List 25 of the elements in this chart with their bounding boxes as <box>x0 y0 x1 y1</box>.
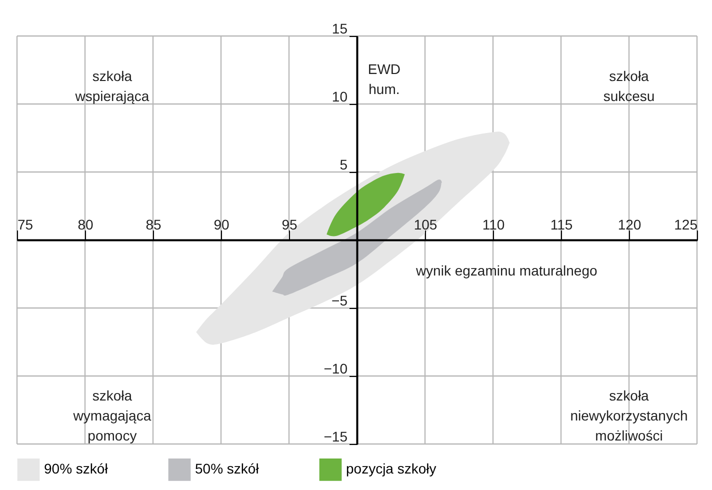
x-axis-title: wynik egzaminu maturalnego <box>414 262 598 278</box>
y-tick-label: −5 <box>332 292 348 308</box>
legend-label: 50% szkół <box>195 460 260 477</box>
x-tick-label: 90 <box>214 216 230 232</box>
x-tick-label: 80 <box>78 216 94 232</box>
x-tick-label: 120 <box>618 216 642 232</box>
x-tick-label: 115 <box>550 216 573 232</box>
y-tick-label: 5 <box>340 156 348 172</box>
y-axis-title: EWD hum. <box>368 61 401 97</box>
annotation: szkoła wspierająca <box>74 68 150 104</box>
y-tick-label: 10 <box>332 88 348 104</box>
annotation: szkoła niewykorzystanych możliwości <box>570 387 688 444</box>
legend-label: pozycja szkoły <box>346 460 436 477</box>
annotation: szkoła sukcesu <box>603 68 655 104</box>
x-tick-label: 105 <box>414 216 438 232</box>
x-tick-label: 85 <box>146 216 162 232</box>
x-tick-label: 125 <box>674 216 698 232</box>
y-tick-label: −15 <box>324 428 348 444</box>
annotation: szkoła wymagająca pomocy <box>72 387 152 444</box>
x-tick-label: 110 <box>482 216 505 232</box>
x-tick-label: 95 <box>282 216 298 232</box>
y-tick-label: 15 <box>332 20 348 36</box>
legend-label: 90% szkół <box>44 460 109 477</box>
y-tick-label: −10 <box>324 360 348 376</box>
x-tick-label: 75 <box>18 216 34 232</box>
